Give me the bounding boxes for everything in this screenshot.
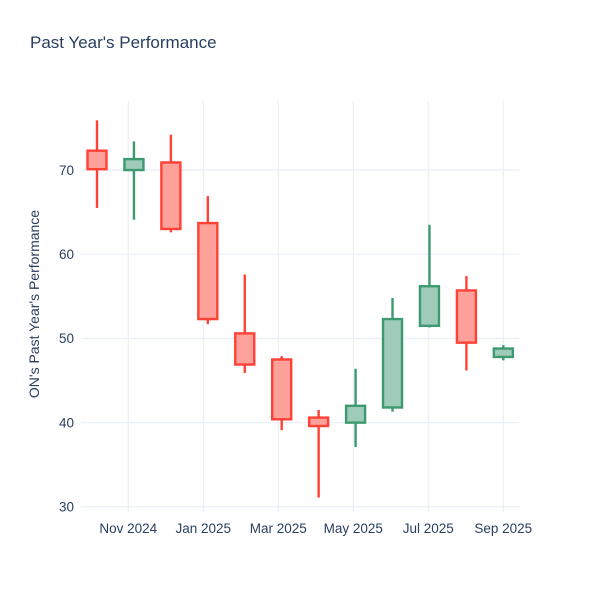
candle-body (381, 317, 404, 409)
candle-mar-2025[interactable] (271, 356, 293, 431)
candle-body (492, 347, 515, 359)
candle-jun-2025[interactable] (381, 298, 404, 412)
candle-body (234, 332, 256, 366)
candle-aug-2025[interactable] (455, 276, 478, 371)
candle-body (160, 161, 182, 231)
x-tick-label: Jul 2025 (403, 521, 454, 536)
y-tick-label: 40 (59, 415, 74, 430)
candle-sep-2025[interactable] (492, 345, 515, 361)
x-tick-label: Nov 2024 (99, 521, 157, 536)
candle-body (86, 149, 108, 171)
x-tick-label: Jan 2025 (176, 521, 232, 536)
candle-apr-2025[interactable] (307, 410, 330, 498)
candle-body (197, 221, 219, 321)
x-tick-label: Mar 2025 (250, 521, 307, 536)
candle-nov-2024[interactable] (123, 141, 145, 220)
candle-body (418, 285, 441, 328)
y-tick-label: 70 (59, 163, 74, 178)
candle-body (271, 358, 293, 421)
chart-title: Past Year's Performance (30, 33, 217, 52)
candle-body (455, 289, 478, 344)
candle-jul-2025[interactable] (418, 224, 441, 328)
candle-may-2025[interactable] (344, 368, 367, 448)
candle-jan-2025[interactable] (197, 196, 219, 325)
candle-feb-2025[interactable] (234, 274, 256, 373)
candle-dec-2024[interactable] (160, 134, 182, 233)
y-tick-label: 30 (59, 500, 74, 515)
x-tick-label: Sep 2025 (474, 521, 532, 536)
candle-body (344, 404, 367, 424)
candle-body (123, 157, 145, 172)
x-tick-label: May 2025 (324, 521, 383, 536)
candle-oct-2024[interactable] (86, 120, 108, 208)
y-tick-label: 60 (59, 247, 74, 262)
y-tick-label: 50 (59, 331, 74, 346)
candle-body (307, 416, 330, 428)
